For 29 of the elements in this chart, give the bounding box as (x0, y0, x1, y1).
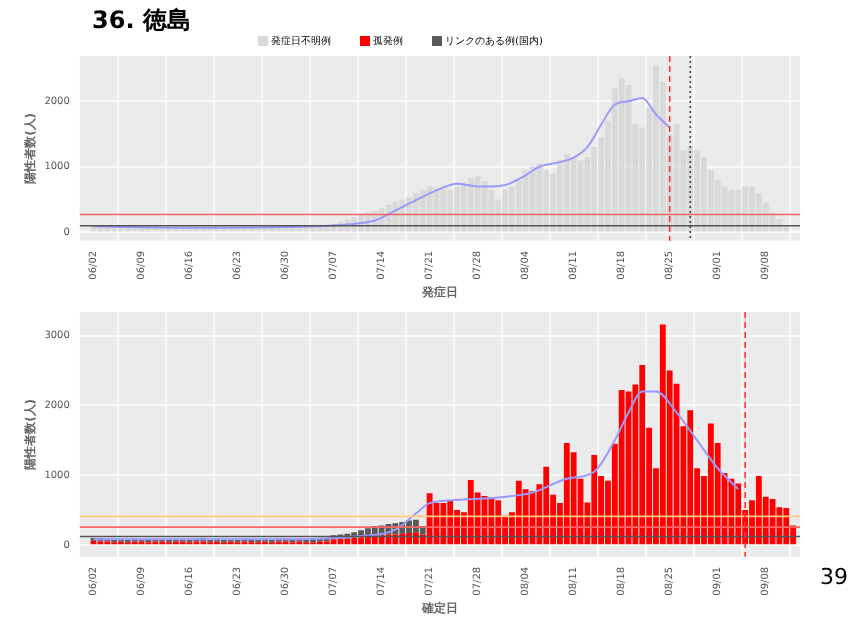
text: 39 (820, 564, 848, 590)
bar (392, 534, 399, 545)
bar (543, 466, 550, 545)
bar (371, 536, 378, 545)
bar (563, 443, 570, 545)
bar (707, 423, 714, 545)
bar (447, 500, 454, 545)
bar (495, 500, 502, 545)
bar (426, 493, 433, 545)
bar (344, 538, 351, 545)
bar (399, 533, 406, 545)
bar (687, 410, 694, 545)
bar (351, 537, 358, 545)
bar (515, 480, 522, 545)
chart-title: 36. 徳島 (92, 4, 191, 38)
bar (728, 478, 735, 545)
bar (365, 536, 371, 545)
bar (755, 475, 762, 545)
bar (659, 324, 666, 545)
bar (694, 150, 701, 232)
bar (330, 539, 337, 545)
bar (413, 532, 419, 545)
bar (735, 483, 742, 545)
bar (522, 489, 529, 545)
bar (358, 537, 364, 545)
bar (618, 390, 625, 545)
line-series (92, 390, 740, 541)
bar (639, 365, 646, 545)
bar (406, 533, 412, 545)
